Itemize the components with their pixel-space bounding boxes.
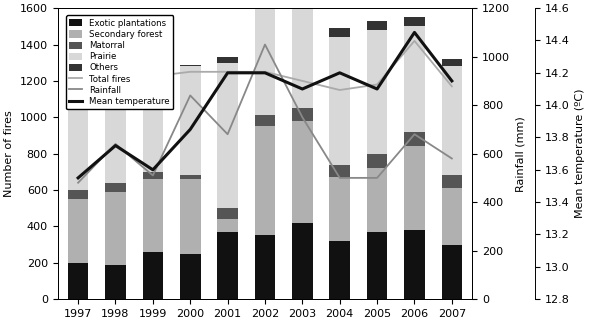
Bar	[330, 164, 350, 177]
Bar	[367, 168, 387, 232]
Bar	[330, 37, 350, 164]
Bar	[367, 154, 387, 168]
Bar	[142, 179, 163, 252]
Bar	[105, 103, 126, 108]
Bar	[68, 263, 88, 299]
Bar	[442, 66, 462, 175]
Bar	[404, 132, 425, 146]
Bar	[105, 265, 126, 299]
Bar	[142, 252, 163, 299]
Bar	[292, 0, 313, 108]
Bar	[442, 59, 462, 66]
Bar	[404, 17, 425, 26]
Bar	[218, 57, 238, 63]
Y-axis label: Number of fires: Number of fires	[4, 110, 14, 197]
Bar	[330, 28, 350, 37]
Legend: Exotic plantations, Secondary forest, Matorral, Prairie, Others, Total fires, Ra: Exotic plantations, Secondary forest, Ma…	[66, 16, 173, 109]
Bar	[68, 88, 88, 190]
Bar	[180, 65, 200, 66]
Bar	[105, 192, 126, 265]
Bar	[367, 21, 387, 30]
Bar	[105, 183, 126, 192]
Y-axis label: Rainfall (mm): Rainfall (mm)	[516, 116, 526, 192]
Bar	[180, 179, 200, 254]
Bar	[404, 146, 425, 230]
Bar	[68, 199, 88, 263]
Bar	[218, 219, 238, 232]
Y-axis label: Mean temperature (ºC): Mean temperature (ºC)	[575, 89, 585, 218]
Bar	[292, 223, 313, 299]
Bar	[254, 126, 275, 235]
Bar	[442, 188, 462, 245]
Bar	[254, 235, 275, 299]
Bar	[404, 230, 425, 299]
Bar	[180, 175, 200, 179]
Bar	[254, 0, 275, 115]
Bar	[292, 108, 313, 121]
Bar	[367, 30, 387, 154]
Bar	[68, 83, 88, 88]
Bar	[254, 115, 275, 126]
Bar	[330, 241, 350, 299]
Bar	[180, 254, 200, 299]
Bar	[142, 81, 163, 172]
Bar	[142, 77, 163, 81]
Bar	[180, 66, 200, 175]
Bar	[442, 175, 462, 188]
Bar	[105, 108, 126, 183]
Bar	[292, 121, 313, 223]
Bar	[404, 26, 425, 132]
Bar	[330, 177, 350, 241]
Bar	[142, 172, 163, 179]
Bar	[218, 63, 238, 208]
Bar	[442, 245, 462, 299]
Bar	[68, 190, 88, 199]
Bar	[218, 232, 238, 299]
Bar	[367, 232, 387, 299]
Bar	[218, 208, 238, 219]
